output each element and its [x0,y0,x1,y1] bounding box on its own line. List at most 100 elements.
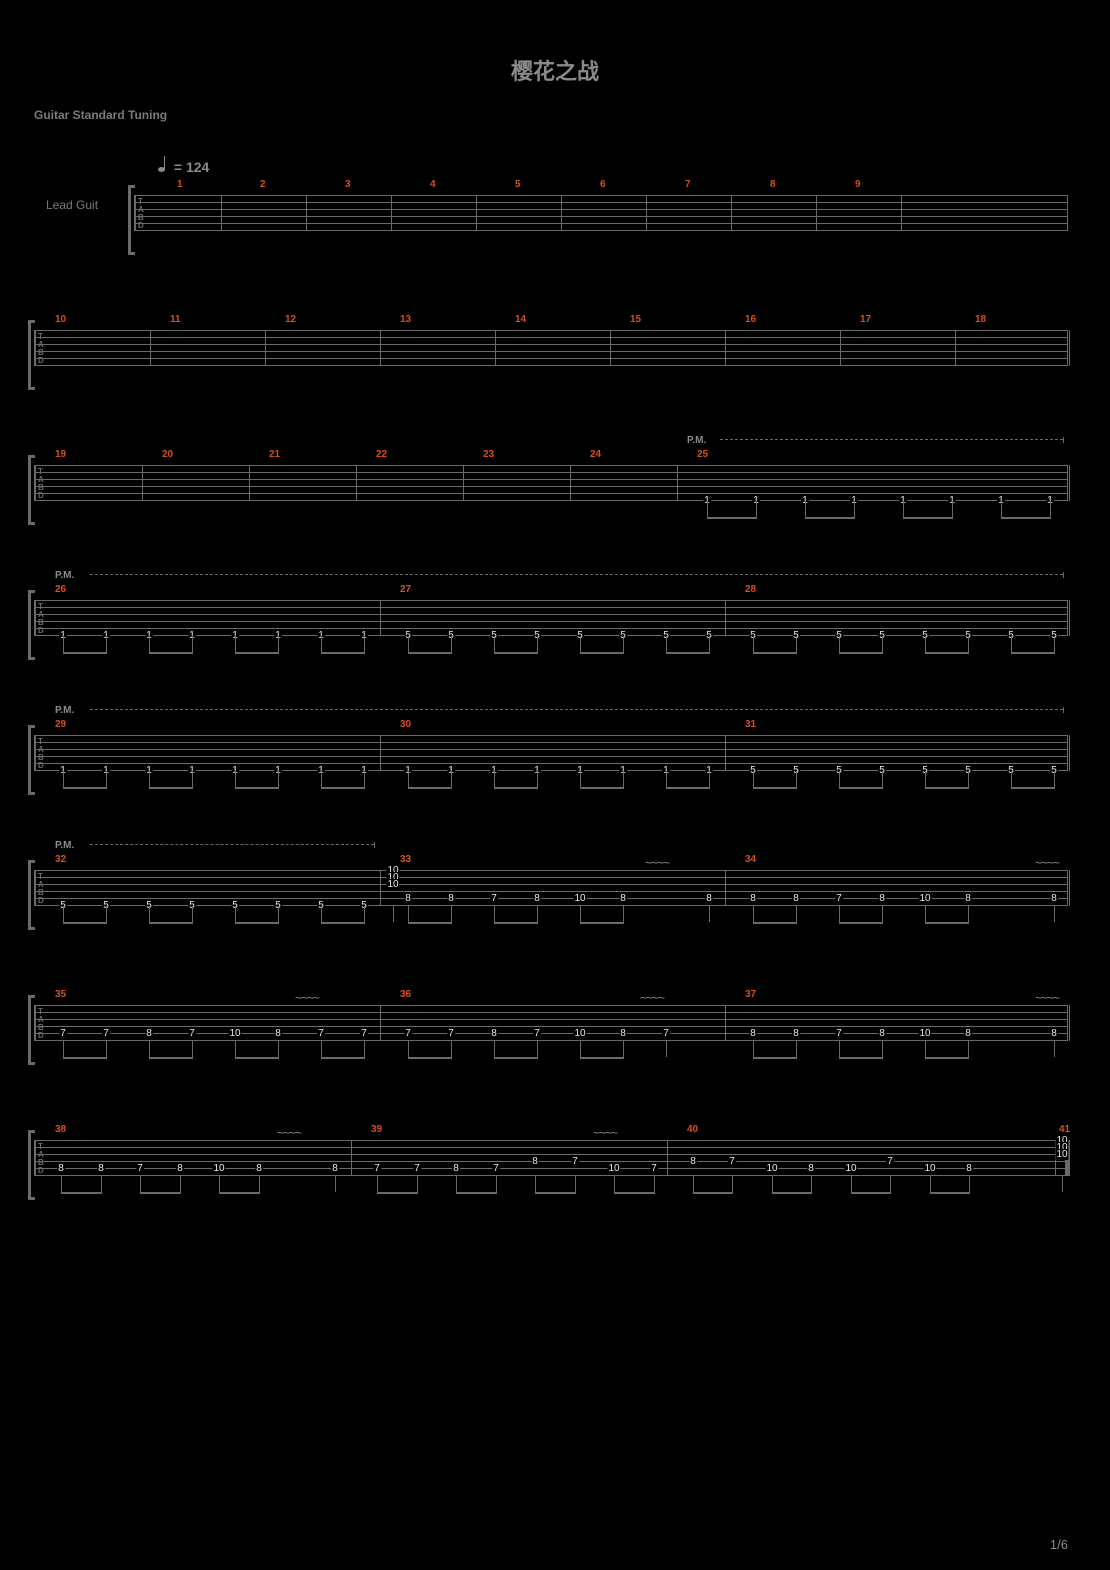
tab-fret-number: 7 [662,1028,670,1039]
measure-number: 31 [745,719,756,730]
tab-fret-number: 8 [255,1163,263,1174]
barline [1069,330,1070,366]
note-beam [666,652,710,654]
barline [1069,1140,1070,1176]
note-stem [321,906,322,922]
tab-clef-label: TABD [38,468,44,500]
note-stem [1062,1176,1063,1192]
tab-fret-number: 8 [749,893,757,904]
note-stem [63,906,64,922]
note-stem [796,906,797,922]
barline [380,1005,381,1041]
note-stem [321,1041,322,1057]
note-stem [925,636,926,652]
tab-fret-number: 8 [274,1028,282,1039]
note-stem [968,1041,969,1057]
barline [35,870,36,906]
note-stem [278,1041,279,1057]
note-stem [925,1041,926,1057]
measure-number: 6 [600,179,606,190]
measure-number: 3 [345,179,351,190]
note-beam [753,1057,797,1059]
measure-number: 16 [745,314,756,325]
note-beam [321,787,365,789]
tab-system: TABD123456789 [34,195,1068,231]
note-stem [925,771,926,787]
tab-fret-number: 8 [533,893,541,904]
note-beam [580,922,624,924]
note-stem [149,636,150,652]
note-beam [839,922,883,924]
vibrato-mark: ~~~~ [640,991,695,1005]
note-stem [930,1176,931,1192]
note-stem [1011,636,1012,652]
note-stem [882,771,883,787]
measure-number: 28 [745,584,756,595]
note-stem [756,501,757,517]
note-beam [925,787,969,789]
measure-number: 15 [630,314,641,325]
barline [725,1005,726,1041]
note-stem [882,636,883,652]
note-stem [235,771,236,787]
measure-number: 24 [590,449,601,460]
barline [35,330,36,366]
note-stem [732,1176,733,1192]
tab-fret-number: 8 [57,1163,65,1174]
note-beam [614,1192,655,1194]
palm-mute-extent [90,844,374,845]
note-stem [623,906,624,922]
note-stem [278,906,279,922]
note-beam [321,922,365,924]
tab-fret-number: 8 [404,893,412,904]
note-beam [149,1057,193,1059]
note-beam [235,922,279,924]
vibrato-mark: ~~~~ [1035,991,1069,1005]
system-bracket [28,995,35,1065]
note-stem [952,501,953,517]
measure-number: 23 [483,449,494,460]
note-stem [494,1041,495,1057]
note-stem [451,771,452,787]
measure-number: 36 [400,989,411,1000]
note-stem [278,771,279,787]
measure-number: 11 [170,314,181,325]
note-stem [623,1041,624,1057]
tab-fret-number: 7 [413,1163,421,1174]
barline [1069,735,1070,771]
tab-fret-number: 8 [878,1028,886,1039]
note-beam [408,652,452,654]
tab-staff: TABD38394041~~~~~~~~88781088778787107871… [34,1140,1068,1176]
note-stem [1054,906,1055,922]
note-beam [707,517,757,519]
tab-fret-number: 7 [136,1163,144,1174]
palm-mute-label: P.M. [55,570,74,581]
note-stem [101,1176,102,1192]
measure-number: 26 [55,584,66,595]
note-stem [451,636,452,652]
note-stem [968,906,969,922]
note-stem [580,1041,581,1057]
note-beam [63,652,107,654]
measure-number: 32 [55,854,66,865]
note-stem [1054,1041,1055,1057]
note-stem [494,636,495,652]
note-stem [321,771,322,787]
measure-number: 5 [515,179,521,190]
barline [380,735,381,771]
measure-number: 2 [260,179,266,190]
barline [1069,600,1070,636]
tab-fret-number: 8 [964,1028,972,1039]
note-beam [839,787,883,789]
note-stem [1001,501,1002,517]
note-stem [417,1176,418,1192]
measure-number: 19 [55,449,66,460]
barline [570,465,571,501]
tab-staff: TABD323334P.M.~~~~~~~~555555551010108878… [34,870,1068,906]
note-stem [140,1176,141,1192]
tab-system: TABD38394041~~~~~~~~88781088778787107871… [34,1140,1068,1176]
tab-fret-number: 8 [792,893,800,904]
note-beam [494,787,538,789]
tab-staff: TABD101112131415161718 [34,330,1068,366]
note-beam [149,922,193,924]
